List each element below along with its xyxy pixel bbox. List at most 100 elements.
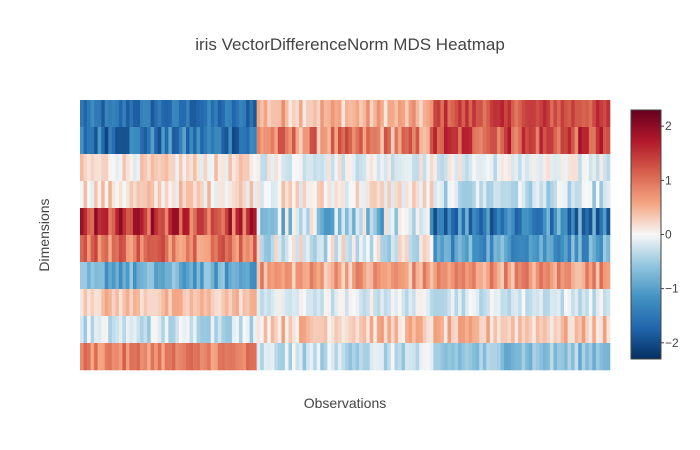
heatmap-cell bbox=[90, 289, 95, 317]
heatmap-cell bbox=[599, 208, 604, 236]
heatmap-cell bbox=[461, 181, 466, 209]
heatmap-cell bbox=[376, 154, 381, 182]
heatmap-cell bbox=[479, 343, 484, 371]
heatmap-cell bbox=[345, 343, 349, 371]
heatmap-cell bbox=[193, 208, 197, 236]
heatmap-cell bbox=[263, 127, 268, 155]
heatmap-cell bbox=[200, 127, 204, 155]
heatmap-cell bbox=[249, 154, 254, 182]
heatmap-cell bbox=[436, 262, 441, 290]
heatmap-cell bbox=[313, 262, 318, 290]
heatmap-cell bbox=[221, 262, 226, 290]
heatmap-cell bbox=[394, 235, 399, 263]
heatmap-cell bbox=[242, 235, 247, 263]
heatmap-cell bbox=[383, 316, 388, 344]
heatmap-cell bbox=[334, 100, 339, 128]
heatmap-cell bbox=[178, 100, 183, 128]
heatmap-cell bbox=[97, 100, 102, 128]
heatmap-cell bbox=[334, 208, 339, 236]
heatmap-cell bbox=[284, 181, 289, 209]
heatmap-cell bbox=[189, 262, 194, 290]
heatmap-cell bbox=[214, 154, 219, 182]
heatmap-cell bbox=[302, 262, 307, 290]
heatmap-cell bbox=[136, 316, 141, 344]
heatmap-cell bbox=[458, 127, 462, 155]
heatmap-cell bbox=[299, 316, 303, 344]
heatmap-cell bbox=[401, 235, 406, 263]
heatmap-cell bbox=[147, 343, 151, 371]
heatmap-cell bbox=[115, 154, 120, 182]
heatmap-cell bbox=[253, 208, 257, 236]
heatmap-cell bbox=[567, 343, 572, 371]
heatmap-cell bbox=[482, 154, 487, 182]
heatmap-cell bbox=[83, 235, 88, 263]
heatmap-cell bbox=[602, 235, 607, 263]
heatmap-cell bbox=[489, 262, 494, 290]
heatmap-cell bbox=[468, 316, 473, 344]
heatmap-cell bbox=[383, 127, 388, 155]
heatmap-cell bbox=[564, 181, 568, 209]
heatmap-cell bbox=[90, 343, 95, 371]
heatmap-cell bbox=[489, 289, 494, 317]
heatmap-cell bbox=[235, 316, 240, 344]
heatmap-cell bbox=[228, 127, 233, 155]
heatmap-cell bbox=[175, 154, 180, 182]
heatmap-cell bbox=[359, 262, 363, 290]
heatmap-cell bbox=[196, 100, 201, 128]
heatmap-cell bbox=[323, 343, 328, 371]
heatmap-cell bbox=[511, 289, 515, 317]
heatmap-cell bbox=[253, 262, 257, 290]
heatmap-cell bbox=[143, 181, 148, 209]
heatmap-cell bbox=[182, 154, 187, 182]
heatmap-cell bbox=[171, 235, 176, 263]
heatmap-cell bbox=[200, 154, 204, 182]
heatmap-cell bbox=[270, 127, 275, 155]
heatmap-cell bbox=[203, 154, 208, 182]
heatmap-cell bbox=[323, 289, 328, 317]
heatmap-cell bbox=[327, 289, 332, 317]
heatmap-cell bbox=[412, 235, 416, 263]
heatmap-cell bbox=[588, 100, 593, 128]
heatmap-cell bbox=[496, 289, 501, 317]
heatmap-cell bbox=[306, 181, 310, 209]
heatmap-cell bbox=[277, 127, 282, 155]
heatmap-cell bbox=[535, 289, 540, 317]
heatmap-cell bbox=[239, 289, 243, 317]
heatmap-cell bbox=[115, 127, 120, 155]
heatmap-cell bbox=[348, 154, 353, 182]
heatmap-cell bbox=[539, 154, 544, 182]
heatmap-cell bbox=[80, 100, 84, 128]
heatmap-cell bbox=[221, 127, 226, 155]
heatmap-cell bbox=[387, 154, 392, 182]
heatmap-cell bbox=[493, 127, 498, 155]
heatmap-cell bbox=[458, 208, 462, 236]
heatmap-cell bbox=[306, 208, 310, 236]
heatmap-cell bbox=[83, 316, 88, 344]
heatmap-cell bbox=[111, 289, 116, 317]
heatmap-cell bbox=[207, 316, 212, 344]
heatmap-cell bbox=[189, 343, 194, 371]
heatmap-cell bbox=[373, 100, 378, 128]
heatmap-cell bbox=[465, 316, 469, 344]
heatmap-cell bbox=[578, 262, 583, 290]
heatmap-cell bbox=[125, 181, 130, 209]
heatmap-cell bbox=[574, 235, 579, 263]
heatmap-cell bbox=[115, 289, 120, 317]
heatmap-cell bbox=[309, 235, 314, 263]
heatmap-cell bbox=[376, 181, 381, 209]
heatmap-cell bbox=[408, 262, 413, 290]
heatmap-cell bbox=[592, 127, 597, 155]
heatmap-cell bbox=[412, 262, 416, 290]
heatmap-cell bbox=[320, 289, 325, 317]
heatmap-cell bbox=[500, 181, 505, 209]
heatmap-cell bbox=[309, 343, 314, 371]
heatmap-cell bbox=[90, 235, 95, 263]
heatmap-cell bbox=[373, 235, 378, 263]
heatmap-cell bbox=[182, 100, 187, 128]
heatmap-cell bbox=[210, 127, 215, 155]
heatmap-cell bbox=[224, 154, 229, 182]
heatmap-cell bbox=[157, 208, 162, 236]
heatmap-cell bbox=[221, 208, 226, 236]
heatmap-cell bbox=[518, 154, 522, 182]
